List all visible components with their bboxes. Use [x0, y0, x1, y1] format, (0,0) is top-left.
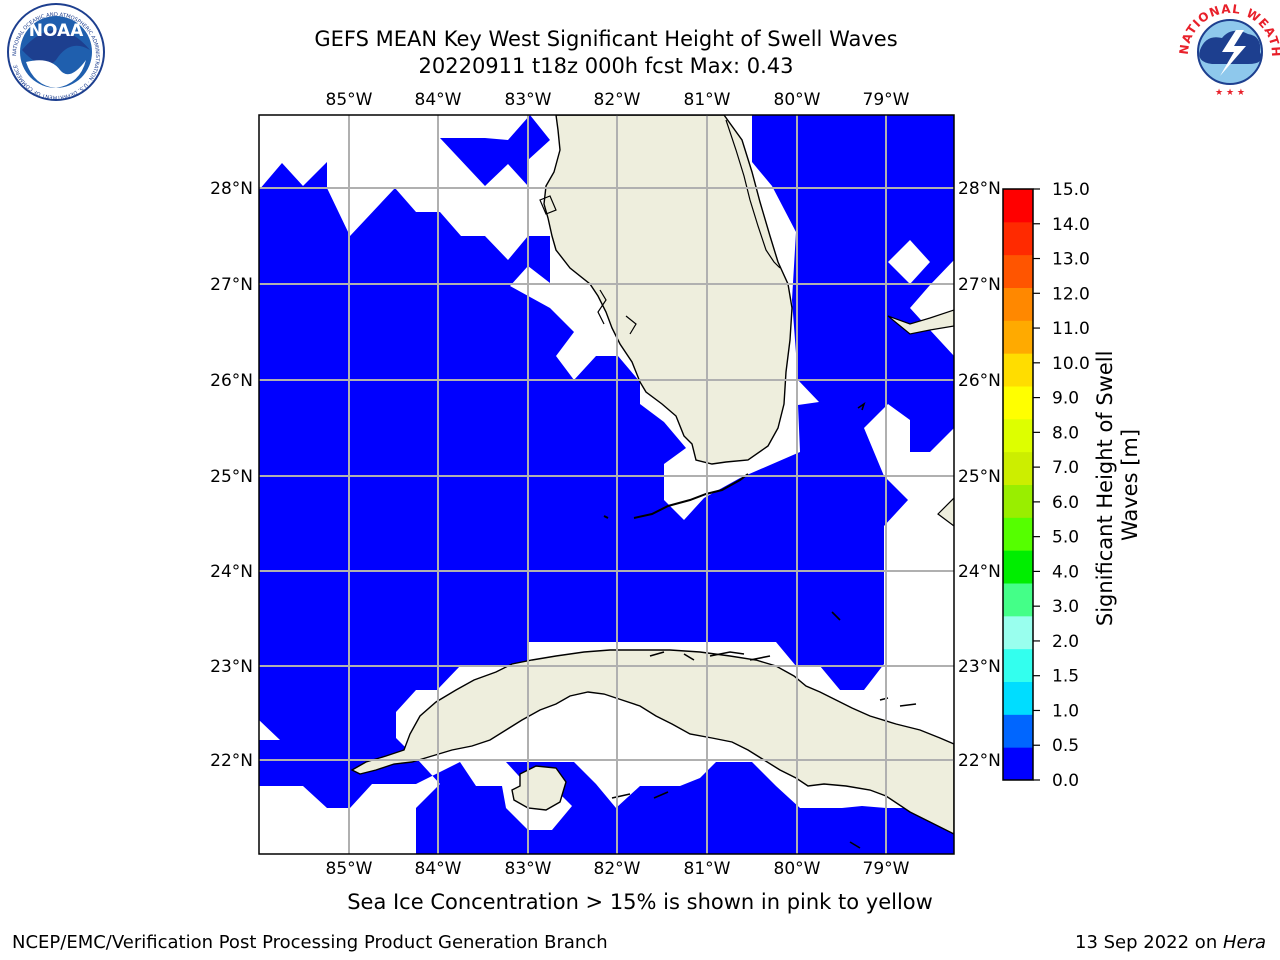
colorbar-tick-label: 14.0	[1052, 215, 1090, 235]
lat-label-left: 28°N	[210, 179, 253, 199]
colorbar-level	[1003, 189, 1033, 223]
noaa-logo-icon: NOAA NATIONAL OCEANIC AND ATMOSPHERIC AD…	[7, 3, 105, 101]
colorbar-tick-label: 9.0	[1052, 389, 1079, 409]
colorbar-tick-label: 6.0	[1052, 493, 1079, 513]
colorbar-tick-label: 13.0	[1052, 250, 1090, 270]
svg-text:★ ★ ★: ★ ★ ★	[1215, 88, 1245, 98]
colorbar-level	[1003, 550, 1033, 584]
colorbar	[1002, 188, 1034, 781]
colorbar-tick-label: 8.0	[1052, 423, 1079, 443]
lon-labels-bottom: 85°W 84°W 83°W 82°W 81°W 80°W 79°W	[326, 859, 910, 879]
colorbar-level	[1003, 254, 1033, 288]
lat-label-right: 26°N	[958, 371, 1001, 391]
colorbar-level	[1003, 386, 1033, 420]
nws-logo-ring-text: NATIONAL WEATHER SERVICE	[0, 0, 1280, 58]
colorbar-level	[1003, 418, 1033, 453]
colorbar-tick-label: 3.0	[1052, 597, 1079, 617]
colorbar-label: Significant Height of Swell Waves [m]	[1093, 344, 1142, 626]
lon-label-bottom: 85°W	[326, 859, 373, 879]
colorbar-tick-label: 0.0	[1052, 771, 1079, 791]
lat-label-left: 22°N	[210, 751, 253, 771]
colorbar-tick-label: 12.0	[1052, 284, 1090, 304]
lat-labels-right: 28°N 27°N 26°N 25°N 24°N 23°N 22°N	[958, 179, 1001, 771]
colorbar-level	[1003, 648, 1033, 682]
colorbar-level	[1003, 287, 1033, 321]
colorbar-level	[1003, 353, 1033, 387]
colorbar-level	[1003, 320, 1033, 354]
colorbar-tick-label: 11.0	[1052, 319, 1090, 339]
footer-date: 13 Sep 2022 on Hera	[1075, 932, 1266, 953]
colorbar-frame	[1002, 188, 1034, 781]
swell-field	[259, 115, 954, 854]
colorbar-ticks: 15.0 14.0 13.0 12.0 11.0 10.0 9.0 8.0 7.0 6.0 5.0 4…	[1033, 180, 1090, 791]
colorbar-level	[1003, 484, 1033, 518]
lon-label-bottom: 82°W	[594, 859, 641, 879]
footer-credit: NCEP/EMC/Verification Post Processing Pr…	[12, 932, 608, 953]
colorbar-level	[1003, 681, 1033, 715]
colorbar-tick-label: 10.0	[1052, 354, 1090, 374]
lat-label-left: 26°N	[210, 371, 253, 391]
colorbar-tick-label: 4.0	[1052, 562, 1079, 582]
noaa-logo-text: NOAA	[29, 21, 84, 41]
lon-label-top: 80°W	[774, 90, 821, 110]
lat-labels-left: 28°N 27°N 26°N 25°N 24°N 23°N 22°N	[210, 179, 253, 771]
lat-label-right: 25°N	[958, 467, 1001, 487]
colorbar-level	[1003, 615, 1033, 650]
colorbar-level	[1003, 517, 1033, 551]
lon-label-top: 85°W	[326, 90, 373, 110]
lat-label-left: 23°N	[210, 657, 253, 677]
lon-label-bottom: 81°W	[684, 859, 731, 879]
lon-label-bottom: 80°W	[774, 859, 821, 879]
lon-labels-top: 85°W 84°W 83°W 82°W 81°W 80°W 79°W	[326, 90, 910, 110]
colorbar-tick-label: 0.5	[1052, 736, 1079, 756]
colorbar-tick-label: 5.0	[1052, 528, 1079, 548]
chart-title: GEFS MEAN Key West Significant Height of…	[314, 27, 898, 51]
colorbar-tick-label: 1.5	[1052, 667, 1079, 687]
lat-label-right: 22°N	[958, 751, 1001, 771]
land-florida	[543, 115, 793, 465]
colorbar-tick-label: 15.0	[1052, 180, 1090, 200]
lat-label-right: 27°N	[958, 275, 1001, 295]
lat-label-right: 28°N	[958, 179, 1001, 199]
footer-date-text: 13 Sep 2022 on	[1075, 932, 1223, 953]
sea-ice-note: Sea Ice Concentration > 15% is shown in …	[347, 890, 933, 914]
chart-subtitle: 20220911 t18z 000h fcst Max: 0.43	[418, 54, 794, 78]
lon-label-top: 81°W	[684, 90, 731, 110]
lon-label-bottom: 83°W	[505, 859, 552, 879]
colorbar-level	[1003, 714, 1033, 748]
lon-label-top: 83°W	[505, 90, 552, 110]
lat-label-right: 24°N	[958, 562, 1001, 582]
lat-label-left: 27°N	[210, 275, 253, 295]
colorbar-tick-label: 1.0	[1052, 701, 1079, 721]
lat-label-left: 25°N	[210, 467, 253, 487]
colorbar-tick-label: 2.0	[1052, 632, 1079, 652]
map-gridlines	[259, 115, 954, 854]
lon-label-top: 79°W	[863, 90, 910, 110]
lon-label-top: 84°W	[415, 90, 462, 110]
lat-label-right: 23°N	[958, 657, 1001, 677]
colorbar-level	[1003, 583, 1033, 617]
map-frame	[258, 114, 955, 855]
lon-label-bottom: 84°W	[415, 859, 462, 879]
map-plot-area	[259, 115, 954, 854]
lon-label-top: 82°W	[594, 90, 641, 110]
colorbar-level	[1003, 747, 1033, 781]
nws-logo-icon: NATIONAL WEATHER SERVICE ★ ★ ★	[0, 0, 1280, 100]
lat-label-left: 24°N	[210, 562, 253, 582]
colorbar-level	[1003, 451, 1033, 485]
colorbar-level	[1003, 221, 1033, 256]
colorbar-tick-label: 7.0	[1052, 458, 1079, 478]
lon-label-bottom: 79°W	[863, 859, 910, 879]
footer-host: Hera	[1222, 932, 1266, 953]
